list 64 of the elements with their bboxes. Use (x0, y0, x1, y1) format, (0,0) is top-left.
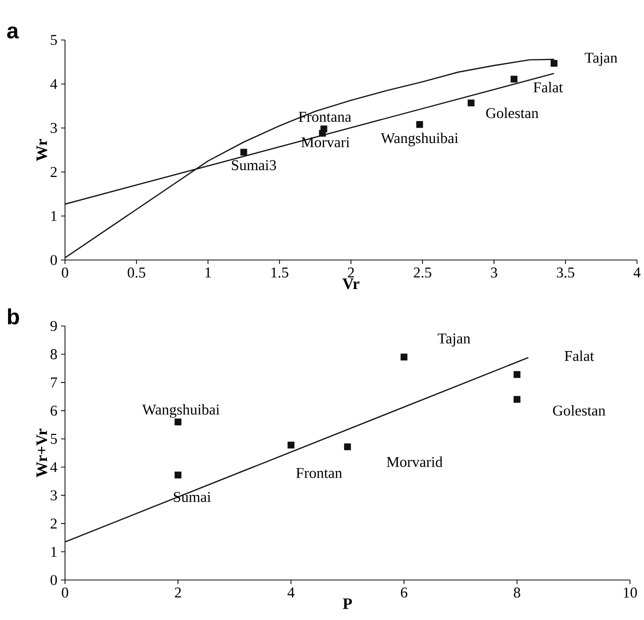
x-tick-label: 4 (634, 268, 640, 278)
point (174, 418, 182, 426)
x-tick-label: 2.5 (414, 268, 432, 278)
y-tick-label: 2 (50, 167, 57, 177)
x-tick-label: 0.5 (128, 268, 146, 278)
x-tick-label: 6 (400, 588, 408, 598)
annotation: Falat (534, 82, 563, 92)
x-tick-label: 8 (514, 588, 520, 598)
point (514, 396, 520, 403)
x-tick-label: 10 (624, 588, 637, 598)
annotation: Falat (564, 350, 594, 361)
point (468, 100, 475, 106)
annotation: Morvarid (386, 456, 443, 468)
annotation: Morvari (301, 137, 350, 148)
y-tick-label: 3 (50, 122, 57, 134)
annotation: Golestan (553, 405, 606, 416)
y-tick-label: 1 (51, 211, 57, 221)
x-tick-label: 4 (288, 588, 294, 598)
point (240, 148, 248, 156)
chart-title: b (8, 308, 20, 324)
y-tick-label: 1 (51, 546, 57, 557)
y-tick-label: 5 (50, 434, 57, 444)
annotation: Wangshuibai (142, 404, 220, 418)
y-tick-label: 0 (50, 574, 57, 586)
x-axis-title: Vr (342, 278, 360, 290)
y-tick-label: 3 (50, 490, 57, 500)
y-tick-label: 5 (50, 35, 57, 45)
y-tick-label: 2 (50, 518, 57, 528)
x-tick-label: 2 (174, 588, 181, 598)
y-axis-title: Wr (36, 138, 48, 162)
annotation: Wangshuibai (380, 132, 458, 146)
y-tick-label: 8 (50, 349, 57, 360)
x-axis-title: P (342, 598, 352, 609)
annotation: Sumai3 (232, 160, 276, 170)
point (344, 443, 351, 450)
y-tick-label: 4 (50, 462, 58, 472)
point (550, 60, 558, 67)
annotation: Tajan (584, 52, 618, 66)
y-tick-label: 0 (50, 254, 57, 266)
y-tick-label: 7 (50, 378, 58, 388)
point (510, 76, 518, 83)
x-tick-label: 1.5 (271, 268, 288, 278)
x-tick-label: 0 (62, 588, 68, 598)
annotation: Frontan (296, 468, 342, 478)
y-axis-title: Wr+Vr (36, 428, 48, 478)
x-tick-label: 3 (490, 268, 498, 278)
y-tick-label: 9 (50, 320, 57, 332)
point (416, 121, 424, 128)
y-tick-label: 4 (50, 79, 58, 89)
point (514, 371, 520, 378)
annotation: Sumai (174, 492, 211, 502)
point (319, 130, 326, 137)
point (174, 472, 182, 478)
annotation: Tajan (438, 334, 470, 347)
annotation: Golestan (486, 108, 538, 118)
chart-title: a (7, 26, 19, 38)
y-tick-label: 6 (50, 406, 58, 416)
x-tick-label: 0 (62, 268, 68, 278)
annotation: Frontana (298, 112, 352, 122)
x-tick-label: 3.5 (556, 268, 574, 278)
point (288, 442, 294, 448)
x-tick-label: 2 (348, 268, 354, 278)
x-tick-label: 1 (206, 268, 211, 278)
point (400, 354, 408, 360)
